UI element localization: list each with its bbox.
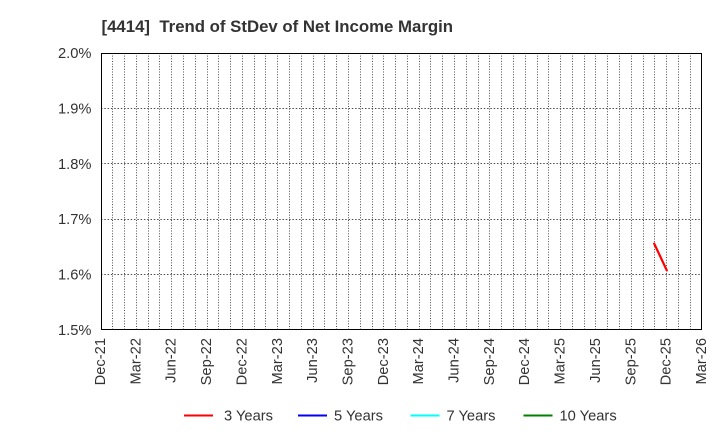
svg-text:Sep-24: Sep-24 [482, 338, 498, 385]
svg-text:Mar-25: Mar-25 [553, 338, 569, 385]
svg-text:Mar-26: Mar-26 [694, 338, 710, 385]
svg-text:Jun-23: Jun-23 [305, 338, 321, 383]
svg-text:Dec-22: Dec-22 [234, 338, 250, 385]
svg-text:1.5%: 1.5% [58, 323, 91, 339]
svg-text:1.8%: 1.8% [58, 157, 91, 173]
svg-text:Jun-22: Jun-22 [164, 338, 180, 383]
svg-text:Jun-25: Jun-25 [588, 338, 604, 383]
svg-text:Sep-25: Sep-25 [623, 338, 639, 385]
svg-text:7 Years: 7 Years [447, 409, 496, 425]
svg-text:Mar-24: Mar-24 [411, 338, 427, 385]
svg-text:10 Years: 10 Years [560, 409, 617, 425]
svg-text:Jun-24: Jun-24 [447, 338, 463, 383]
svg-text:1.6%: 1.6% [58, 268, 91, 284]
svg-text:Sep-23: Sep-23 [341, 338, 357, 385]
svg-text:5 Years: 5 Years [334, 409, 383, 425]
svg-text:2.0%: 2.0% [58, 46, 91, 62]
svg-text:Sep-22: Sep-22 [199, 338, 215, 385]
svg-text:Dec-24: Dec-24 [517, 338, 533, 385]
svg-text:Dec-23: Dec-23 [376, 338, 392, 385]
svg-text:Mar-23: Mar-23 [270, 338, 286, 385]
svg-text:[4414] Trend of StDev of Net: [4414] Trend of StDev of Net Income Marg… [102, 17, 454, 36]
svg-text:1.7%: 1.7% [58, 212, 91, 228]
svg-text:Dec-21: Dec-21 [93, 338, 109, 385]
svg-text:3 Years: 3 Years [224, 409, 273, 425]
svg-text:Mar-22: Mar-22 [128, 338, 144, 385]
svg-text:Dec-25: Dec-25 [659, 338, 675, 385]
svg-text:1.9%: 1.9% [58, 101, 91, 117]
